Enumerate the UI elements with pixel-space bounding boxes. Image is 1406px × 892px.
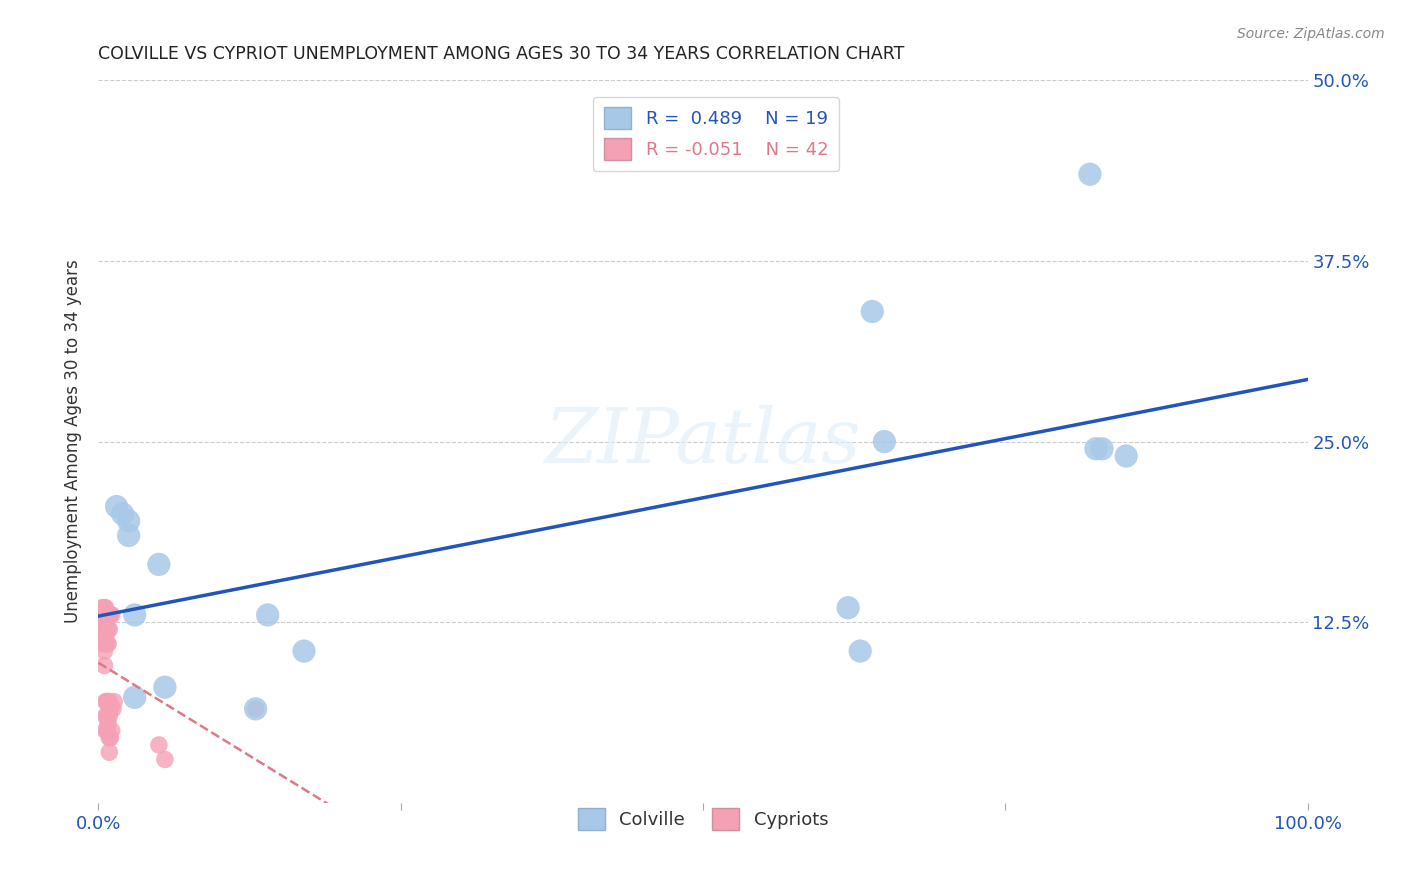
Point [1078,167,1101,181]
Point [124,690,146,705]
Point [97,695,120,709]
Point [94,600,117,615]
Point [98,709,121,723]
Point [153,752,176,766]
Point [100,702,122,716]
Point [100,731,122,745]
Point [91,607,114,622]
Point [97,607,120,622]
Point [91,623,114,637]
Point [849,644,872,658]
Point [245,702,267,716]
Y-axis label: Unemployment Among Ages 30 to 34 years: Unemployment Among Ages 30 to 34 years [65,260,83,624]
Point [96,623,118,637]
Point [101,702,124,716]
Point [98,745,121,759]
Point [837,600,859,615]
Text: COLVILLE VS CYPRIOT UNEMPLOYMENT AMONG AGES 30 TO 34 YEARS CORRELATION CHART: COLVILLE VS CYPRIOT UNEMPLOYMENT AMONG A… [98,45,905,63]
Point [153,680,176,694]
Point [94,723,117,738]
Point [98,731,121,745]
Point [111,507,134,521]
Point [96,607,118,622]
Point [100,607,122,622]
Point [118,528,141,542]
Point [96,723,118,738]
Point [118,514,141,528]
Point [1115,449,1137,463]
Point [105,500,128,514]
Point [91,637,114,651]
Point [103,695,125,709]
Point [93,658,115,673]
Point [860,304,883,318]
Point [256,607,278,622]
Point [245,702,267,716]
Point [1091,442,1114,456]
Point [94,709,117,723]
Legend: Colville, Cypriots: Colville, Cypriots [571,801,835,837]
Point [98,623,121,637]
Point [148,558,170,572]
Point [98,607,121,622]
Point [124,607,146,622]
Point [873,434,896,449]
Point [96,709,118,723]
Text: ZIPatlas: ZIPatlas [544,405,862,478]
Point [1085,442,1108,456]
Point [94,630,117,644]
Point [93,644,115,658]
Point [292,644,315,658]
Point [100,607,122,622]
Text: Source: ZipAtlas.com: Source: ZipAtlas.com [1237,27,1385,41]
Point [97,623,120,637]
Point [97,637,120,651]
Point [96,637,118,651]
Point [93,630,115,644]
Point [96,695,118,709]
Point [91,600,114,615]
Point [148,738,170,752]
Point [93,615,115,630]
Point [94,695,117,709]
Point [93,600,115,615]
Point [94,615,117,630]
Point [100,723,122,738]
Point [98,695,121,709]
Point [97,716,120,731]
